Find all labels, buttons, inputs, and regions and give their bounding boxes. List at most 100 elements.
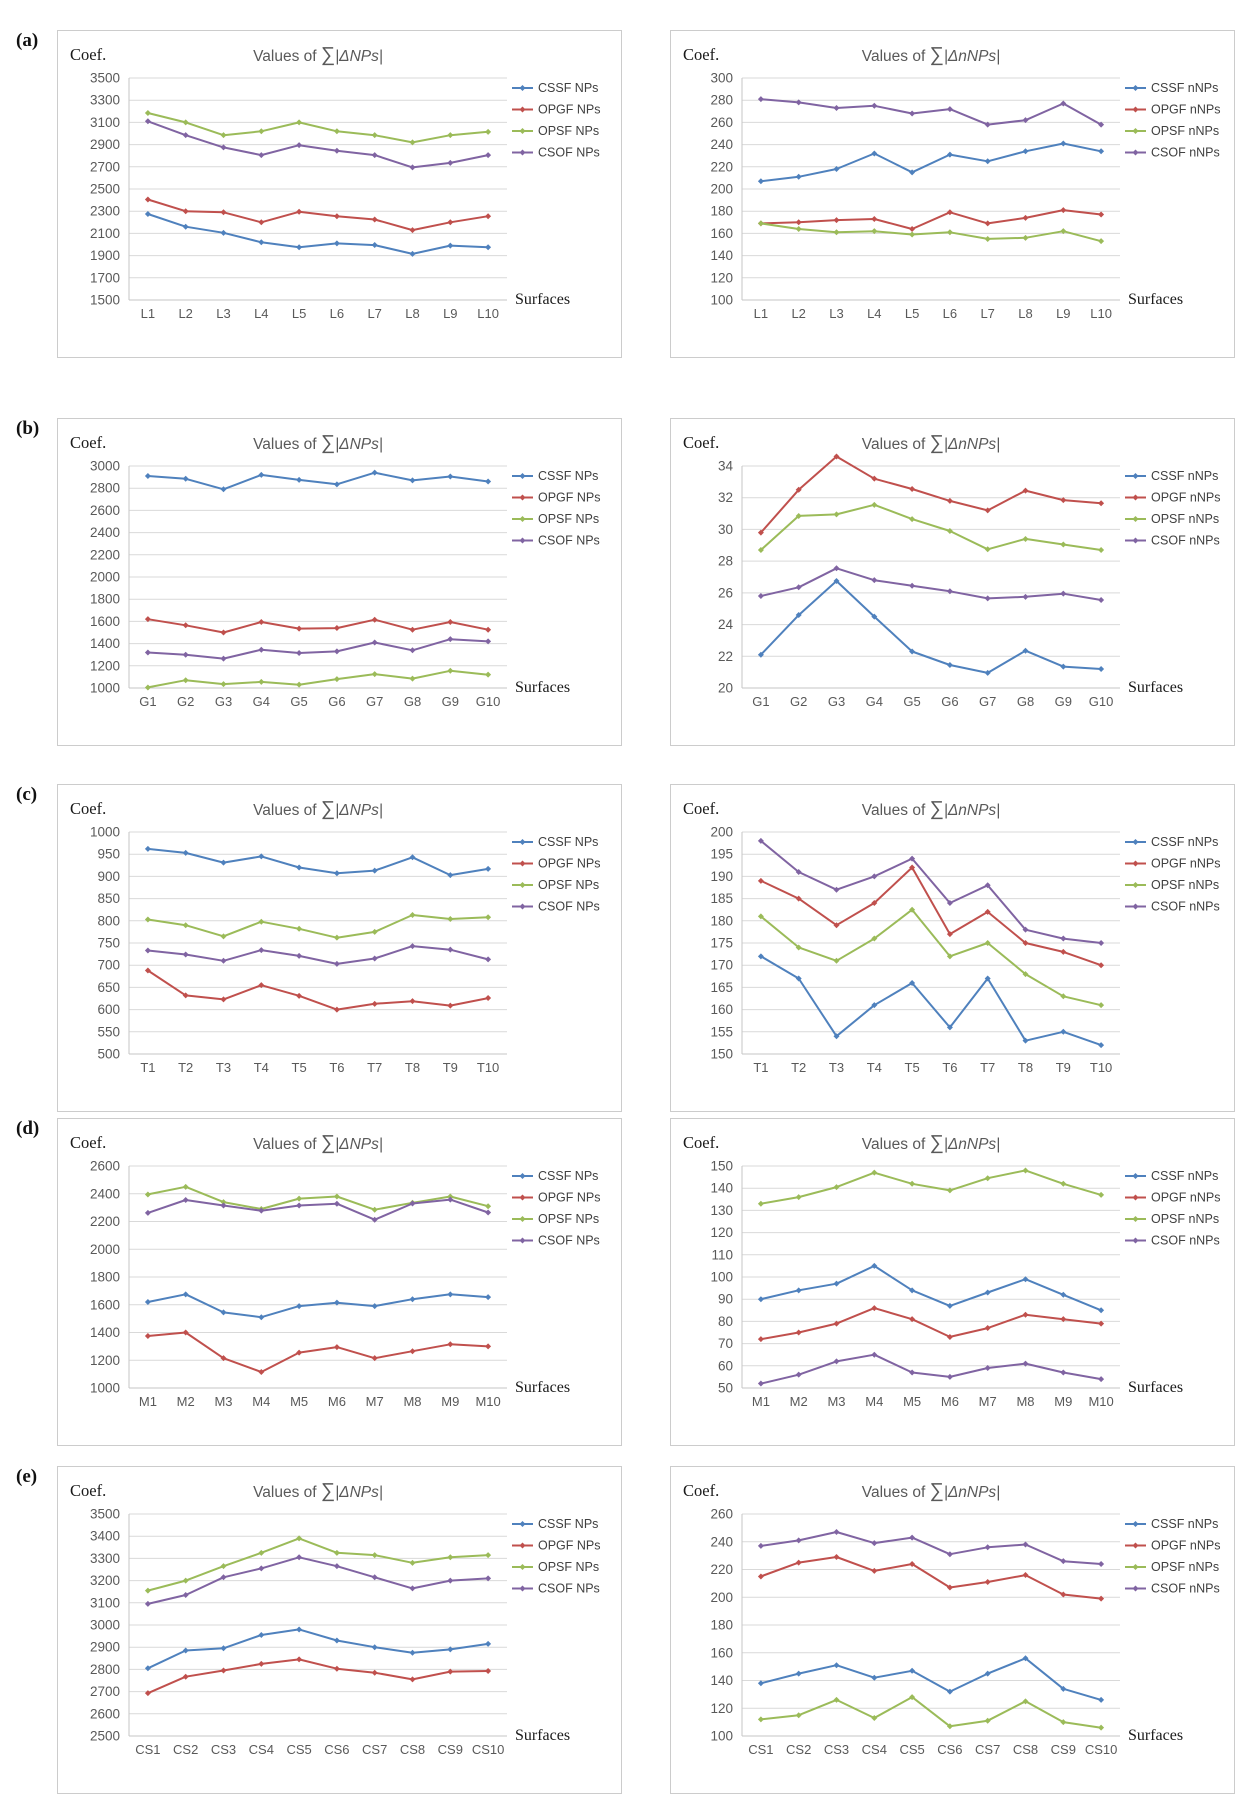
data-point-marker — [1022, 971, 1029, 978]
y-tick-label: 3300 — [90, 1551, 120, 1566]
y-tick-label: 800 — [97, 913, 120, 928]
series-line — [759, 1307, 1103, 1341]
data-point-marker — [1022, 647, 1029, 654]
data-point-marker — [144, 196, 151, 203]
legend-label: OPSF NPs — [538, 1212, 599, 1226]
data-point-marker — [757, 953, 764, 960]
data-point-marker — [757, 1380, 764, 1387]
data-point-marker — [447, 636, 454, 643]
data-point-marker — [447, 1002, 454, 1009]
data-point-marker — [871, 1002, 878, 1009]
data-point-marker — [220, 629, 227, 636]
panel-border — [57, 418, 622, 746]
data-point-marker — [1022, 487, 1029, 494]
line-chart-svg: Coef. Values of ∑|ΔnNPs| 150 140 130 120 110 10… — [670, 1118, 1235, 1446]
data-point-marker — [1098, 962, 1105, 969]
series-line — [759, 1657, 1103, 1701]
legend-marker — [519, 1194, 526, 1201]
y-tick-label: 28 — [718, 554, 733, 569]
line-chart-svg: Coef. Values of ∑|ΔNPs| 3000 2800 2600 2400 22… — [57, 418, 622, 746]
series-line — [146, 198, 490, 232]
data-point-marker — [871, 935, 878, 942]
data-point-marker — [182, 622, 189, 629]
data-point-marker — [409, 227, 416, 234]
data-point-marker — [946, 953, 953, 960]
data-point-marker — [220, 486, 227, 493]
y-tick-label: 1600 — [90, 614, 120, 629]
x-tick-label: T2 — [791, 1060, 806, 1075]
data-point-marker — [182, 1329, 189, 1336]
data-point-marker — [447, 242, 454, 249]
data-point-marker — [909, 225, 916, 232]
row-label-c: (c) — [16, 784, 38, 805]
data-point-marker — [1060, 1685, 1067, 1692]
data-point-marker — [946, 1551, 953, 1558]
data-point-marker — [1022, 1037, 1029, 1044]
legend-label: CSOF NPs — [538, 146, 600, 160]
data-point-marker — [258, 918, 265, 925]
data-point-marker — [871, 1714, 878, 1721]
y-tick-label: 120 — [710, 1225, 733, 1240]
data-point-marker — [371, 639, 378, 646]
data-point-marker — [1022, 535, 1029, 542]
line-chart-svg: Coef. Values of ∑|ΔnNPs| 34 32 30 28 26 24 22 20 G… — [670, 418, 1235, 746]
data-point-marker — [946, 106, 953, 113]
data-point-marker — [220, 933, 227, 940]
y-tick-label: 26 — [718, 585, 733, 600]
x-tick-label: M6 — [328, 1394, 346, 1409]
x-tick-label: G1 — [139, 694, 156, 709]
data-point-marker — [946, 1302, 953, 1309]
y-tick-label: 1000 — [90, 825, 120, 840]
data-point-marker — [144, 684, 151, 691]
legend-marker — [519, 128, 526, 134]
data-point-marker — [485, 1294, 492, 1301]
y-tick-label: 22 — [718, 649, 733, 664]
x-tick-label: G9 — [1055, 694, 1072, 709]
data-point-marker — [1060, 1719, 1067, 1726]
data-point-marker — [485, 638, 492, 645]
row-label-e: (e) — [16, 1466, 38, 1487]
data-point-marker — [296, 625, 303, 632]
data-point-marker — [795, 1371, 802, 1378]
y-tick-label: 32 — [718, 490, 733, 505]
data-point-marker — [1060, 993, 1067, 1000]
x-tick-label: M2 — [177, 1394, 195, 1409]
y-tick-label: 190 — [710, 869, 733, 884]
data-point-marker — [220, 1645, 227, 1652]
data-point-marker — [409, 912, 416, 919]
y-tick-label: 155 — [710, 1024, 733, 1039]
data-point-marker — [795, 975, 802, 982]
series-line — [146, 112, 490, 144]
data-point-marker — [258, 1314, 265, 1321]
x-tick-label: G7 — [979, 694, 996, 709]
x-tick-label: CS4 — [249, 1742, 274, 1757]
data-point-marker — [1060, 541, 1067, 548]
data-point-marker — [1022, 214, 1029, 221]
x-tick-label: G2 — [177, 694, 194, 709]
series-line — [146, 847, 490, 877]
legend-marker — [519, 1237, 526, 1244]
data-point-marker — [1022, 1276, 1029, 1283]
data-point-marker — [409, 1200, 416, 1207]
data-point-marker — [333, 870, 340, 877]
y-tick-label: 1400 — [90, 1325, 120, 1340]
data-point-marker — [1060, 590, 1067, 597]
data-point-marker — [795, 1287, 802, 1294]
legend-marker — [519, 1173, 526, 1179]
data-point-marker — [182, 951, 189, 958]
y-tick-label: 100 — [710, 1729, 733, 1744]
data-point-marker — [909, 648, 916, 655]
data-point-marker — [333, 147, 340, 154]
x-tick-label: L9 — [443, 306, 457, 321]
x-tick-label: M2 — [790, 1394, 808, 1409]
series-line — [759, 866, 1103, 967]
data-point-marker — [946, 931, 953, 938]
legend-marker — [519, 860, 526, 867]
y-tick-label: 1200 — [90, 658, 120, 673]
row-label-b: (b) — [16, 418, 40, 439]
data-point-marker — [220, 681, 227, 688]
legend-marker — [519, 1585, 526, 1592]
data-point-marker — [409, 1676, 416, 1683]
data-point-marker — [447, 1291, 454, 1298]
y-tick-label: 1800 — [90, 592, 120, 607]
